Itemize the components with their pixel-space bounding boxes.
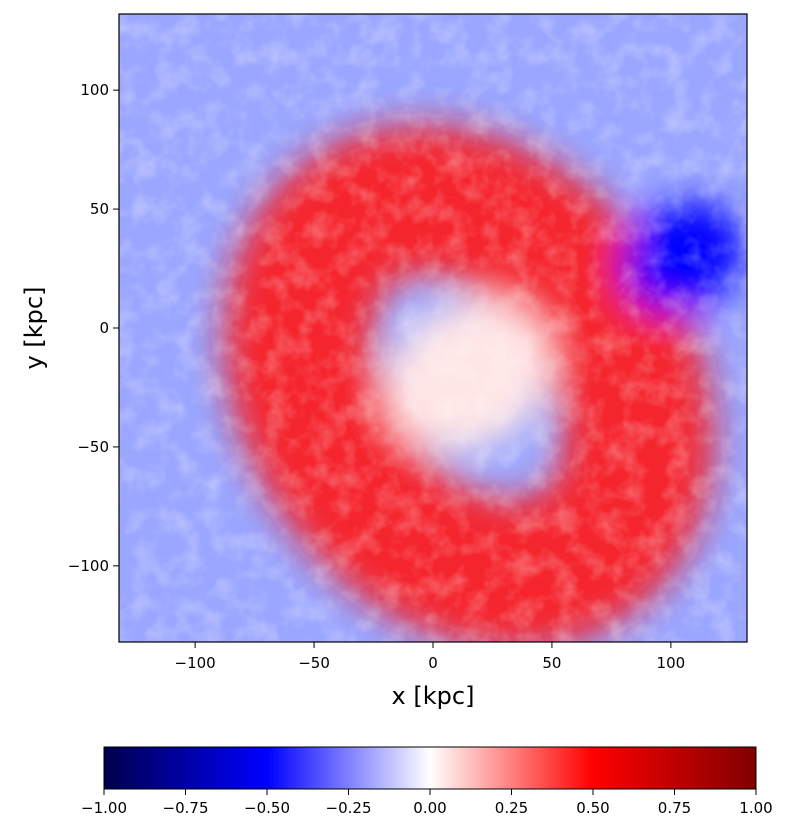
colorbar-gradient [103, 746, 757, 790]
x-tick-label: 50 [542, 654, 561, 672]
x-axis-label: x [kpc] [392, 682, 475, 710]
y-tick-label: 50 [90, 200, 109, 218]
x-axis: −100 −50 0 50 100 [175, 642, 686, 672]
x-tick-label: −100 [175, 654, 216, 672]
x-tick-label: 0 [428, 654, 438, 672]
y-tick-label: −100 [68, 557, 109, 575]
colorbar-tick-label: 0.25 [495, 799, 528, 817]
y-tick-label: −50 [77, 438, 109, 456]
x-tick-label: −50 [298, 654, 330, 672]
colorbar-tick-label: 0.50 [576, 799, 609, 817]
colorbar: −1.00 −0.75 −0.50 −0.25 0.00 0.25 0.50 0.75 1.00 [81, 746, 773, 817]
colorbar-tick-label: 1.00 [739, 799, 772, 817]
colorbar-tick-label: −0.25 [326, 799, 372, 817]
y-tick-label: 100 [80, 81, 109, 99]
y-tick-label: 0 [99, 319, 109, 337]
colorbar-tick-label: −0.75 [163, 799, 209, 817]
heatmap [119, 14, 747, 642]
colorbar-tick-label: −1.00 [81, 799, 127, 817]
colorbar-tick-label: −0.50 [244, 799, 290, 817]
colorbar-tick-label: 0.75 [658, 799, 691, 817]
y-axis-label: y [kpc] [20, 287, 48, 370]
colorbar-ticks: −1.00 −0.75 −0.50 −0.25 0.00 0.25 0.50 0.75 1.00 [81, 789, 773, 817]
heatmap-noise-texture [119, 14, 747, 642]
colorbar-tick-label: 0.00 [413, 799, 446, 817]
x-tick-label: 100 [657, 654, 686, 672]
y-axis: −100 −50 0 50 100 [68, 81, 119, 575]
